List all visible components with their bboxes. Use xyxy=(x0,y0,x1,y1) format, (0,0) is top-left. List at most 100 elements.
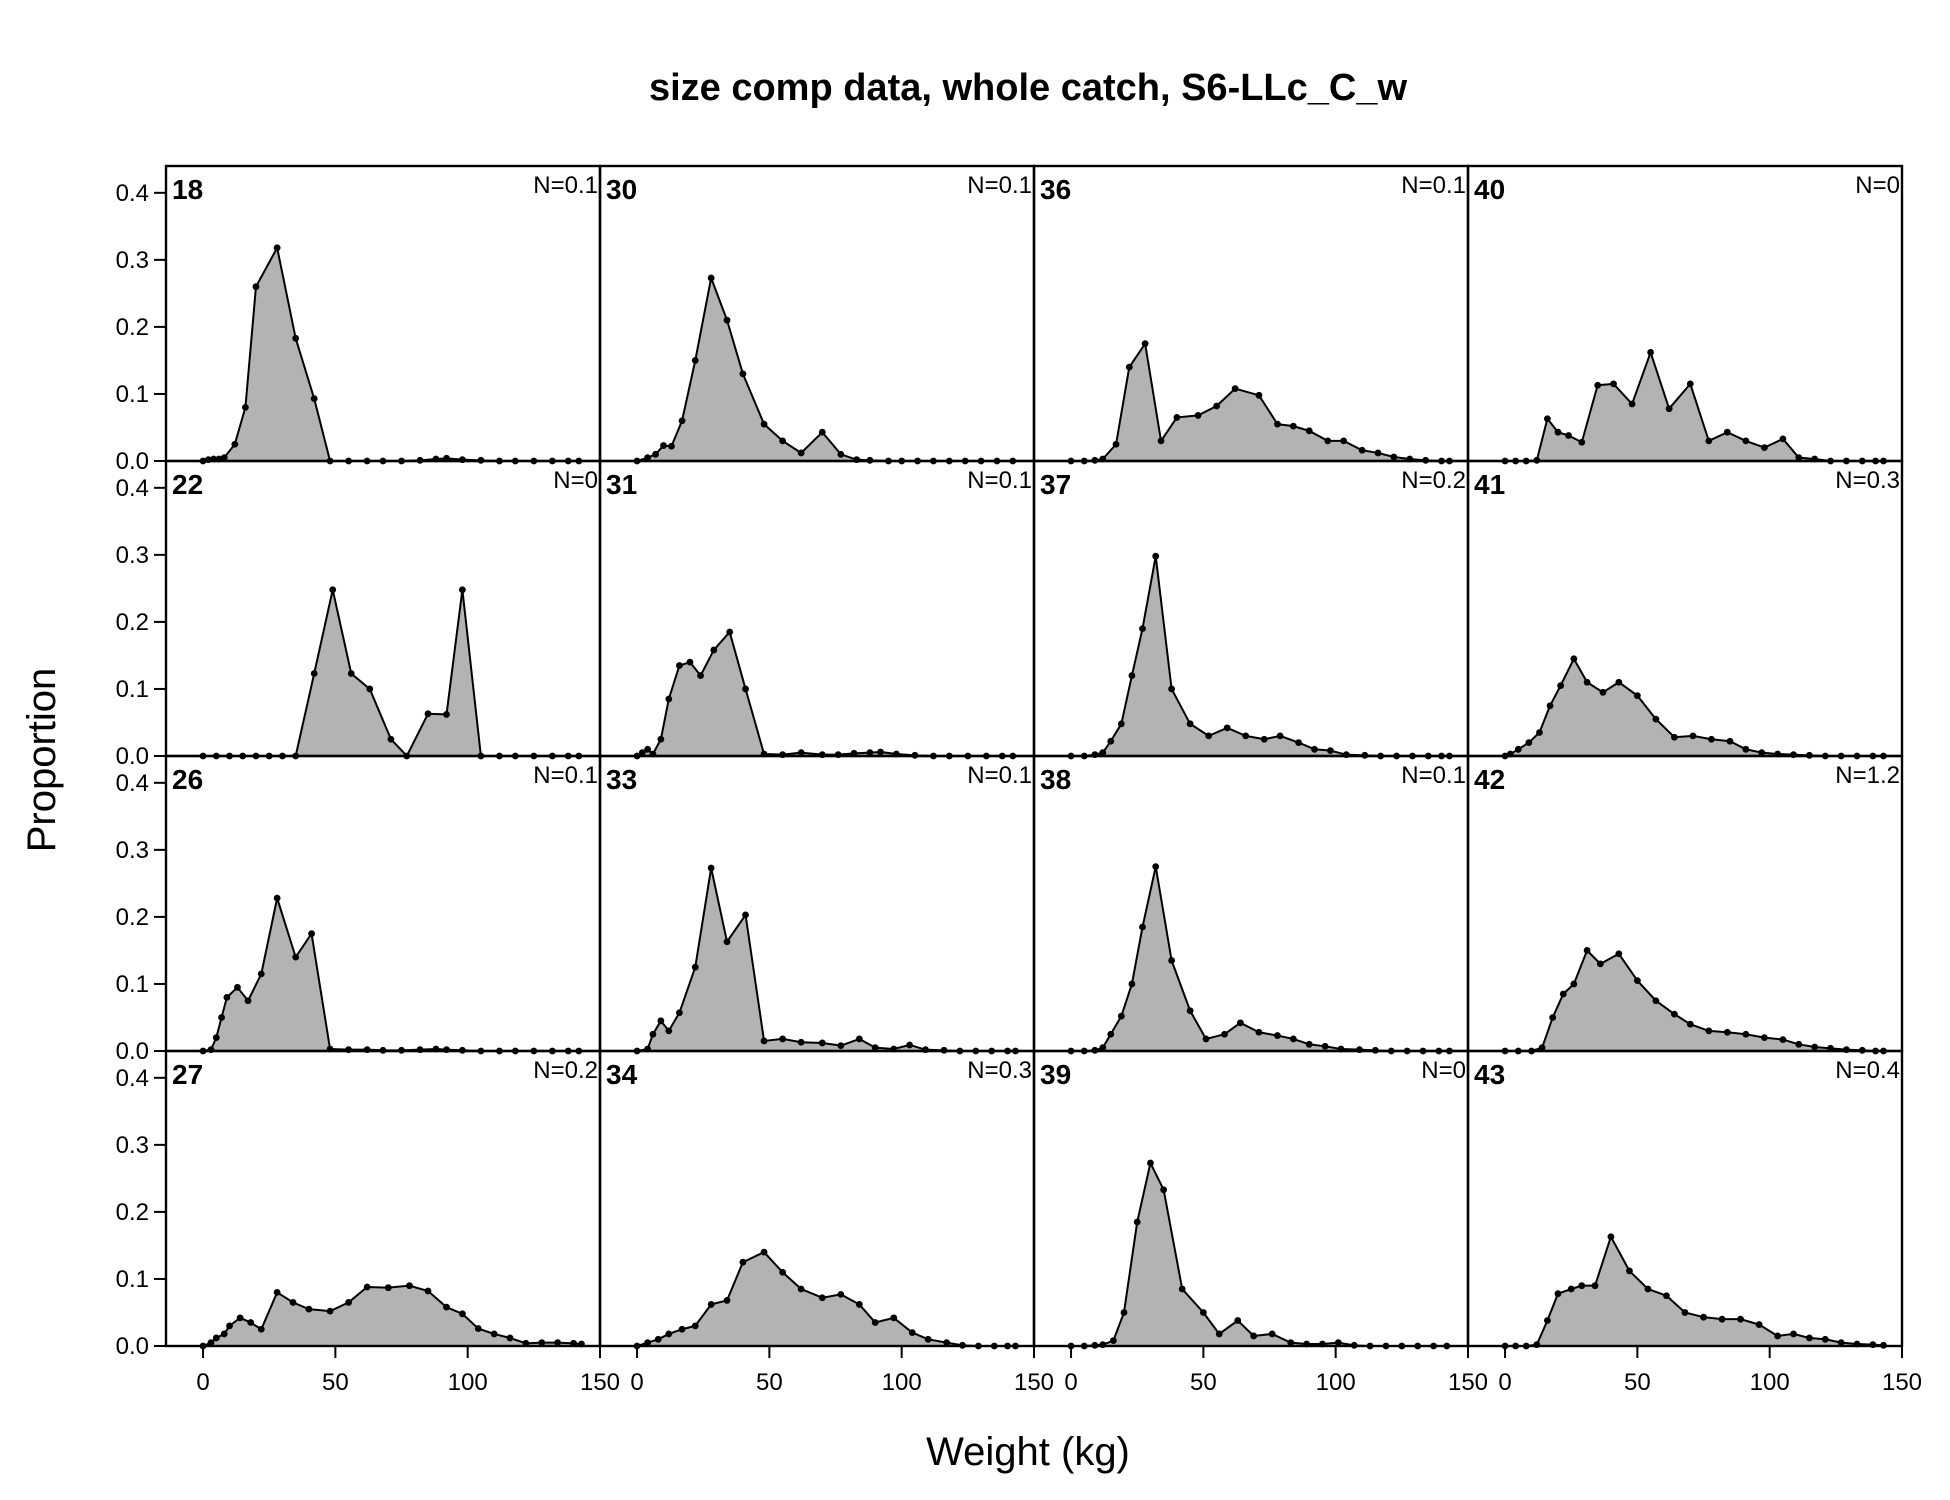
panel-label: 41 xyxy=(1474,469,1505,500)
data-point xyxy=(1255,1028,1263,1036)
data-point xyxy=(1109,1337,1117,1345)
data-point xyxy=(906,1041,914,1049)
data-point xyxy=(1663,1292,1670,1300)
n-label: N=0.1 xyxy=(967,467,1032,494)
series-area-26 xyxy=(203,898,579,1051)
data-point xyxy=(273,1288,281,1296)
data-point xyxy=(1168,685,1176,693)
data-point xyxy=(1742,745,1750,753)
data-point xyxy=(866,749,874,757)
data-point xyxy=(1610,380,1617,388)
data-point xyxy=(1543,1317,1551,1324)
series-area-18 xyxy=(203,247,579,461)
data-point xyxy=(1790,1330,1797,1338)
n-label: N=0.1 xyxy=(1401,762,1466,789)
data-point xyxy=(424,710,432,718)
data-point xyxy=(760,1037,768,1045)
x-tick-label: 50 xyxy=(756,1369,783,1396)
data-point xyxy=(1578,438,1586,446)
data-point xyxy=(1689,732,1697,740)
data-point xyxy=(1805,1334,1813,1342)
data-point xyxy=(837,450,845,458)
data-point xyxy=(231,440,239,448)
data-point xyxy=(1591,1282,1599,1290)
y-tick-label: 0.4 xyxy=(116,770,149,797)
data-point xyxy=(1705,1027,1713,1035)
panels: 18 N=0.1 22 N=0 26 N=0.1 27 N=0.2 30 N=0.1 31 N=0.1… xyxy=(164,164,1904,1350)
x-tick-label: 100 xyxy=(1316,1369,1356,1396)
n-label: N=0 xyxy=(1855,172,1900,199)
data-point xyxy=(1112,440,1120,448)
panel-37: 37 N=0.2 xyxy=(1032,459,1470,760)
data-point xyxy=(1652,715,1660,723)
data-point xyxy=(691,1322,699,1330)
x-tick-label: 50 xyxy=(1624,1369,1651,1396)
data-point xyxy=(742,685,749,693)
data-point xyxy=(779,1268,786,1276)
data-point xyxy=(310,670,318,677)
data-point xyxy=(506,1334,514,1342)
panel-label: 33 xyxy=(606,764,637,795)
data-point xyxy=(1305,427,1313,435)
n-label: N=0 xyxy=(1421,1057,1466,1084)
data-point xyxy=(686,658,694,666)
data-point xyxy=(1795,1040,1803,1048)
data-point xyxy=(1821,1335,1829,1343)
series-area-27 xyxy=(203,1285,582,1346)
data-point xyxy=(443,711,450,718)
data-point xyxy=(871,1319,879,1326)
data-point xyxy=(1583,947,1591,954)
data-point xyxy=(1374,449,1382,457)
panel-frame xyxy=(164,459,602,758)
panel-34: 34 N=0.3 xyxy=(598,1049,1036,1350)
data-point xyxy=(223,993,231,1001)
panel-frame xyxy=(598,459,1036,758)
panel-18: 18 N=0.1 xyxy=(164,164,602,465)
data-point xyxy=(1334,1339,1342,1347)
x-tick-label: 0 xyxy=(630,1369,643,1396)
data-point xyxy=(1536,729,1543,736)
n-label: N=0.2 xyxy=(533,1057,598,1084)
data-point xyxy=(644,745,652,753)
data-point xyxy=(1276,732,1284,740)
data-point xyxy=(1194,412,1202,419)
data-point xyxy=(1157,437,1165,445)
data-point xyxy=(760,420,768,428)
panel-26: 26 N=0.1 xyxy=(164,754,602,1055)
data-point xyxy=(1255,391,1263,399)
panel-label: 31 xyxy=(606,469,637,500)
data-point xyxy=(212,1034,220,1041)
y-axis-title: Proportion xyxy=(20,668,64,853)
data-point xyxy=(1311,745,1318,753)
data-point xyxy=(1242,732,1250,740)
data-point xyxy=(234,983,241,991)
data-point xyxy=(345,1299,352,1306)
series-area-39 xyxy=(1071,1162,1447,1346)
data-point xyxy=(660,442,667,449)
x-tick-label: 50 xyxy=(322,1369,349,1396)
data-point xyxy=(797,1285,805,1293)
y-tick-label: 0.3 xyxy=(116,542,149,569)
data-point xyxy=(273,894,281,902)
data-point xyxy=(1268,1330,1276,1338)
data-point xyxy=(1260,735,1268,743)
data-point xyxy=(1133,1218,1141,1226)
panel-27: 27 N=0.2 xyxy=(164,1049,602,1350)
data-point xyxy=(554,1339,562,1347)
data-point xyxy=(726,628,734,636)
y-tick-label: 0.3 xyxy=(116,247,149,274)
panel-label: 38 xyxy=(1040,764,1071,795)
n-label: N=0.3 xyxy=(967,1057,1032,1084)
data-point xyxy=(1837,1339,1845,1347)
data-point xyxy=(710,646,718,654)
data-point xyxy=(818,1039,826,1047)
data-point xyxy=(1686,380,1694,388)
n-label: N=0.1 xyxy=(967,172,1032,199)
panel-label: 43 xyxy=(1474,1059,1505,1090)
data-point xyxy=(657,1017,665,1025)
panel-frame xyxy=(1032,1049,1470,1348)
data-point xyxy=(1358,446,1366,454)
data-point xyxy=(1737,1315,1744,1323)
data-point xyxy=(890,1314,898,1322)
data-point xyxy=(1681,1309,1689,1316)
